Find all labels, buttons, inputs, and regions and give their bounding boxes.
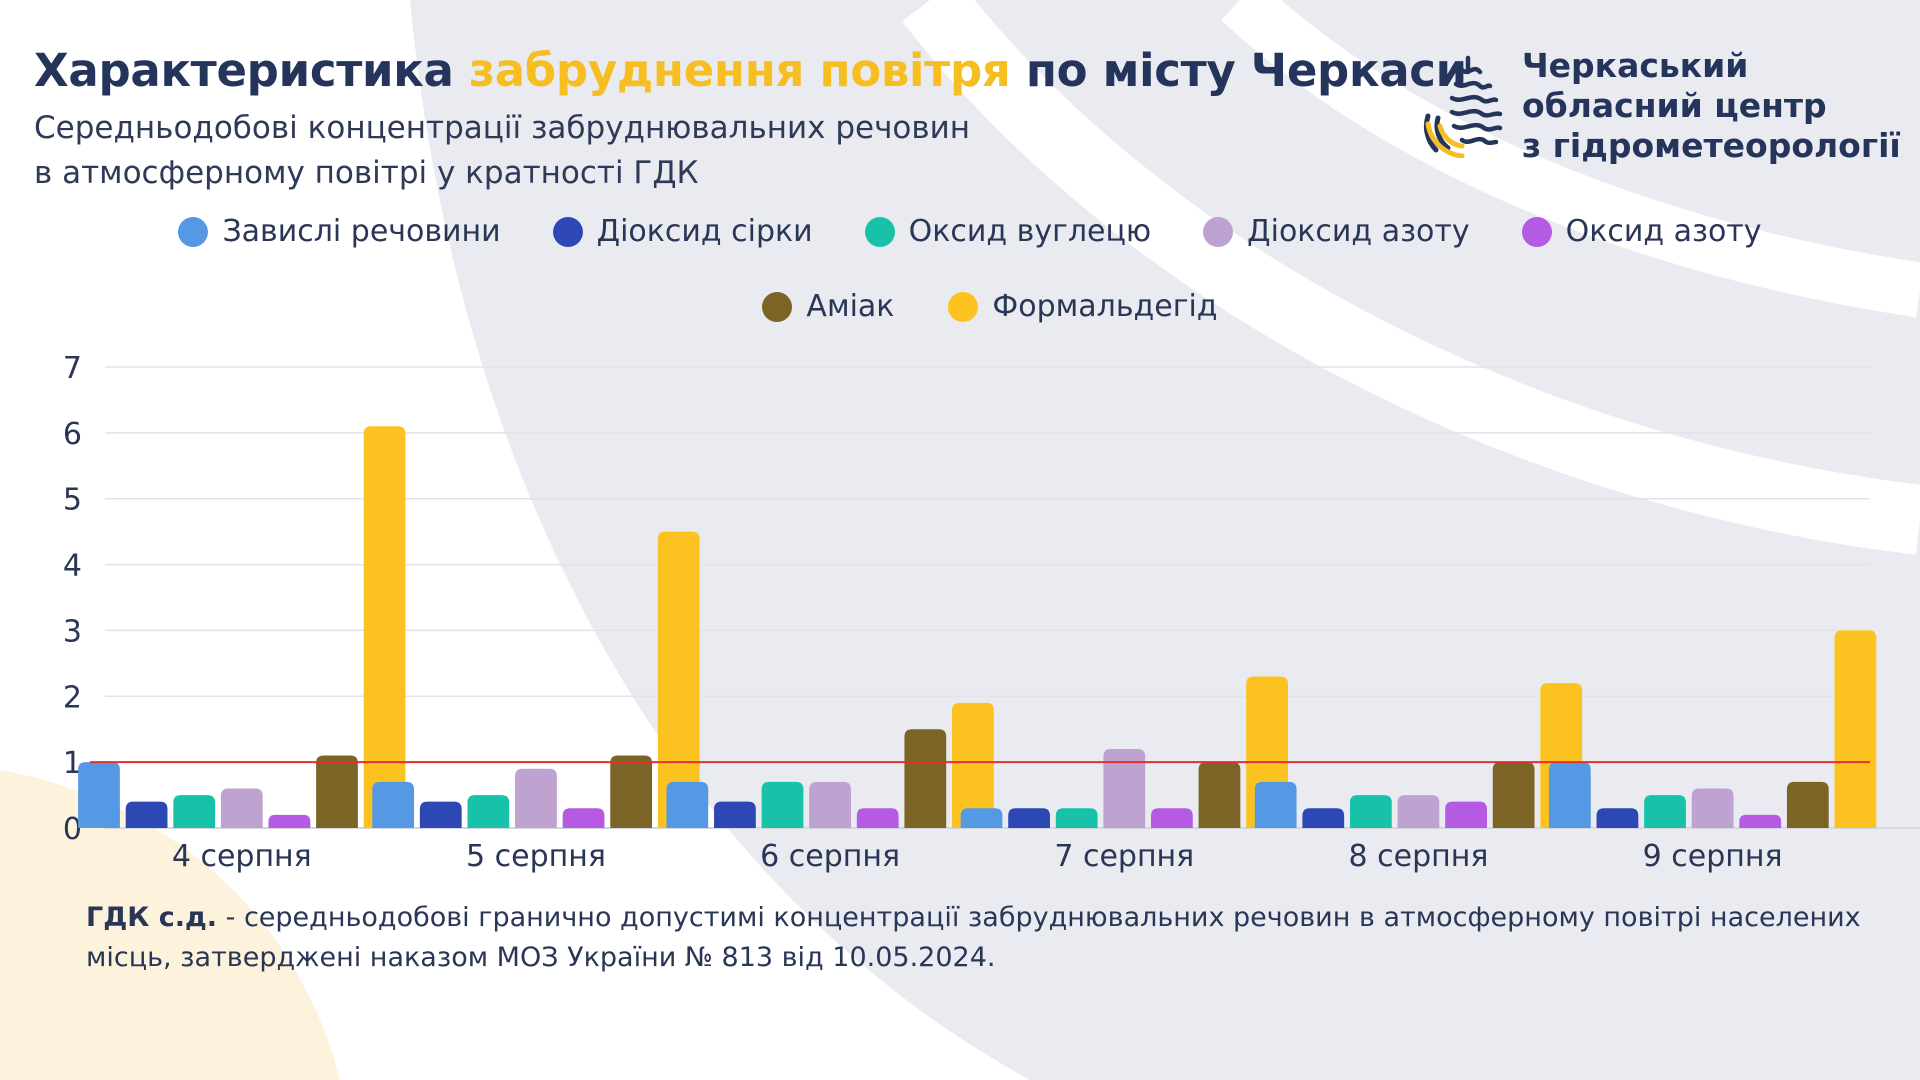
bar: [904, 729, 947, 828]
legend-label: Діоксид сірки: [596, 214, 813, 249]
y-tick-label: 1: [63, 746, 82, 781]
bar: [952, 702, 994, 828]
bar: [1103, 748, 1146, 828]
bar: [1302, 808, 1345, 828]
legend-swatch: [552, 216, 583, 247]
title-text-end: по місту Черкаси: [1010, 44, 1467, 97]
bar: [220, 788, 263, 828]
bar: [1445, 801, 1487, 828]
water-drop-logo-icon: [1423, 55, 1503, 158]
bar: [714, 801, 756, 828]
bar: [78, 762, 120, 828]
bar: [761, 781, 804, 828]
y-tick-label: 5: [63, 483, 82, 518]
bar: [363, 426, 406, 828]
bar: [1055, 808, 1098, 828]
bar: [1254, 781, 1297, 828]
x-tick-label: 7 серпня: [1054, 839, 1194, 874]
y-tick-label: 6: [63, 417, 82, 452]
chart-legend-row-2: Аміак Формальдегід: [0, 289, 1920, 324]
subtitle-line: в атмосферному повітрі у кратності ГДК: [34, 155, 699, 191]
legend-label: Аміак: [806, 289, 895, 324]
legend-item: Формальдегід: [948, 289, 1218, 324]
bar: [316, 755, 358, 828]
bar: [809, 781, 852, 828]
background-arc-white-stripe: [1221, 0, 1920, 318]
x-tick-label: 5 серпня: [466, 839, 606, 874]
logo-yellow-arcs: [1425, 121, 1465, 158]
organization-line: обласний центр: [1522, 86, 1827, 125]
bar: [1397, 795, 1440, 828]
bar: [268, 814, 311, 828]
legend-label: Оксид азоту: [1565, 214, 1762, 249]
logo-blue-arcs: [1423, 113, 1451, 153]
y-tick-label: 4: [63, 549, 82, 584]
bar: [1198, 762, 1241, 828]
bar: [657, 531, 700, 828]
bar: [1349, 795, 1392, 828]
bar: [1739, 814, 1782, 828]
legend-swatch: [762, 291, 793, 322]
legend-item: Діоксид сірки: [552, 214, 813, 249]
organization-line: Черкаський: [1522, 46, 1749, 85]
bar: [1008, 808, 1050, 828]
y-tick-label: 0: [63, 812, 82, 847]
page-title: Характеристика забруднення повітря по мі…: [34, 44, 1467, 97]
legend-item: Аміак: [762, 289, 894, 324]
logo-drop-lines: [1449, 55, 1503, 146]
x-tick-label: 8 серпня: [1349, 839, 1489, 874]
organization-name: Черкаський обласний центр з гідрометеоро…: [1522, 46, 1901, 166]
bar: [467, 795, 510, 828]
bar: [515, 768, 557, 828]
title-accent-text: забруднення повітря: [468, 44, 1011, 97]
bar: [610, 755, 653, 828]
bar: [372, 781, 415, 828]
bar: [1691, 788, 1734, 828]
legend-item: Завислі речовини: [178, 214, 501, 249]
bar: [1548, 762, 1591, 828]
legend-swatch: [178, 216, 209, 247]
organization-line: з гідрометеорології: [1522, 126, 1901, 165]
page-subtitle: Середньодобові концентрації забруднюваль…: [34, 106, 970, 196]
y-tick-label: 2: [63, 680, 82, 715]
bar: [1786, 781, 1829, 828]
footnote: ГДК с.д. - середньодобові гранично допус…: [86, 898, 1886, 978]
footnote-text: - середньодобові гранично допустимі конц…: [86, 902, 1861, 973]
legend-label: Завислі речовини: [222, 214, 501, 249]
legend-swatch: [948, 291, 979, 322]
bar: [125, 801, 168, 828]
y-tick-label: 3: [63, 614, 82, 649]
legend-label: Формальдегід: [992, 289, 1218, 324]
bar: [1150, 808, 1193, 828]
legend-label: Діоксид азоту: [1247, 214, 1470, 249]
corner-arc: [0, 770, 340, 1080]
footnote-term: ГДК с.д.: [86, 902, 218, 933]
x-tick-label: 6 серпня: [760, 839, 900, 874]
subtitle-line: Середньодобові концентрації забруднюваль…: [34, 110, 971, 146]
legend-item: Оксид азоту: [1521, 214, 1762, 249]
bar: [173, 795, 216, 828]
legend-swatch: [1203, 216, 1234, 247]
chart-legend-row-1: Завислі речовини Діоксид сірки Оксид вуг…: [0, 214, 1920, 249]
x-tick-label: 4 серпня: [172, 839, 312, 874]
bar: [960, 808, 1003, 828]
bar: [419, 801, 462, 828]
background-arc-white-stripe: [902, 0, 1920, 555]
bar: [666, 781, 709, 828]
bar: [856, 808, 899, 828]
bar: [1834, 630, 1877, 828]
legend-swatch: [1521, 216, 1552, 247]
bar: [1644, 795, 1686, 828]
x-tick-label: 9 серпня: [1643, 839, 1783, 874]
legend-item: Оксид вуглецю: [864, 214, 1152, 249]
bar: [1596, 808, 1639, 828]
y-tick-label: 7: [63, 351, 82, 386]
legend-label: Оксид вуглецю: [908, 214, 1152, 249]
legend-swatch: [864, 216, 895, 247]
bar-chart: 0 1 2 3 4 5 6 7 4 серпня 5 серпня 6 серпня 7 серпня…: [63, 351, 1920, 874]
bar: [1492, 762, 1535, 828]
legend-item: Діоксид азоту: [1203, 214, 1470, 249]
bar: [562, 808, 605, 828]
title-text: Характеристика: [34, 44, 469, 97]
